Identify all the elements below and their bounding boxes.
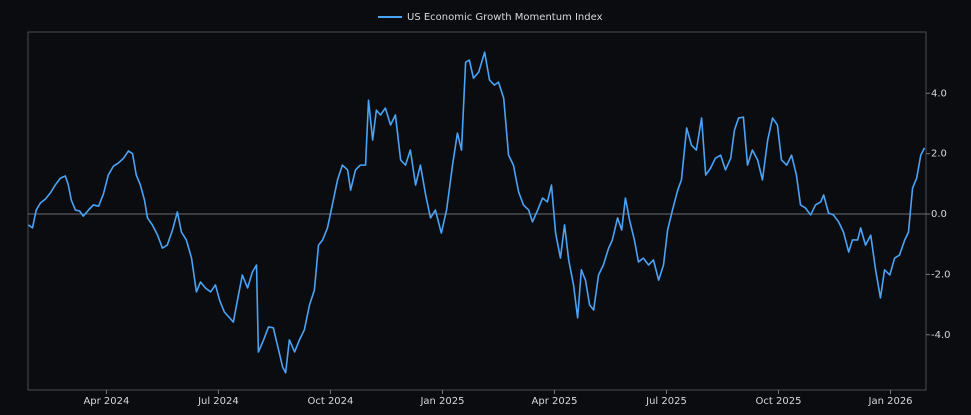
y-tick-label: 4.0 bbox=[931, 88, 947, 99]
x-tick-label: Jul 2024 bbox=[197, 396, 239, 407]
y-tick-label: -4.0 bbox=[931, 330, 951, 341]
series-line bbox=[27, 51, 926, 374]
plot-frame bbox=[27, 31, 927, 391]
y-tick-label: 2.0 bbox=[931, 149, 947, 160]
x-tick-label: Jul 2025 bbox=[645, 396, 687, 407]
legend-label: US Economic Growth Momentum Index bbox=[407, 12, 603, 23]
y-tick-label: -2.0 bbox=[931, 269, 951, 280]
y-tick-label: 0.0 bbox=[931, 209, 947, 220]
x-tick-label: Apr 2024 bbox=[83, 396, 129, 407]
x-tick-label: Apr 2025 bbox=[532, 396, 578, 407]
x-tick-label: Jan 2026 bbox=[868, 396, 913, 407]
x-tick-label: Jan 2025 bbox=[419, 396, 464, 407]
x-tick-label: Oct 2025 bbox=[756, 396, 802, 407]
x-tick-label: Oct 2024 bbox=[307, 396, 353, 407]
